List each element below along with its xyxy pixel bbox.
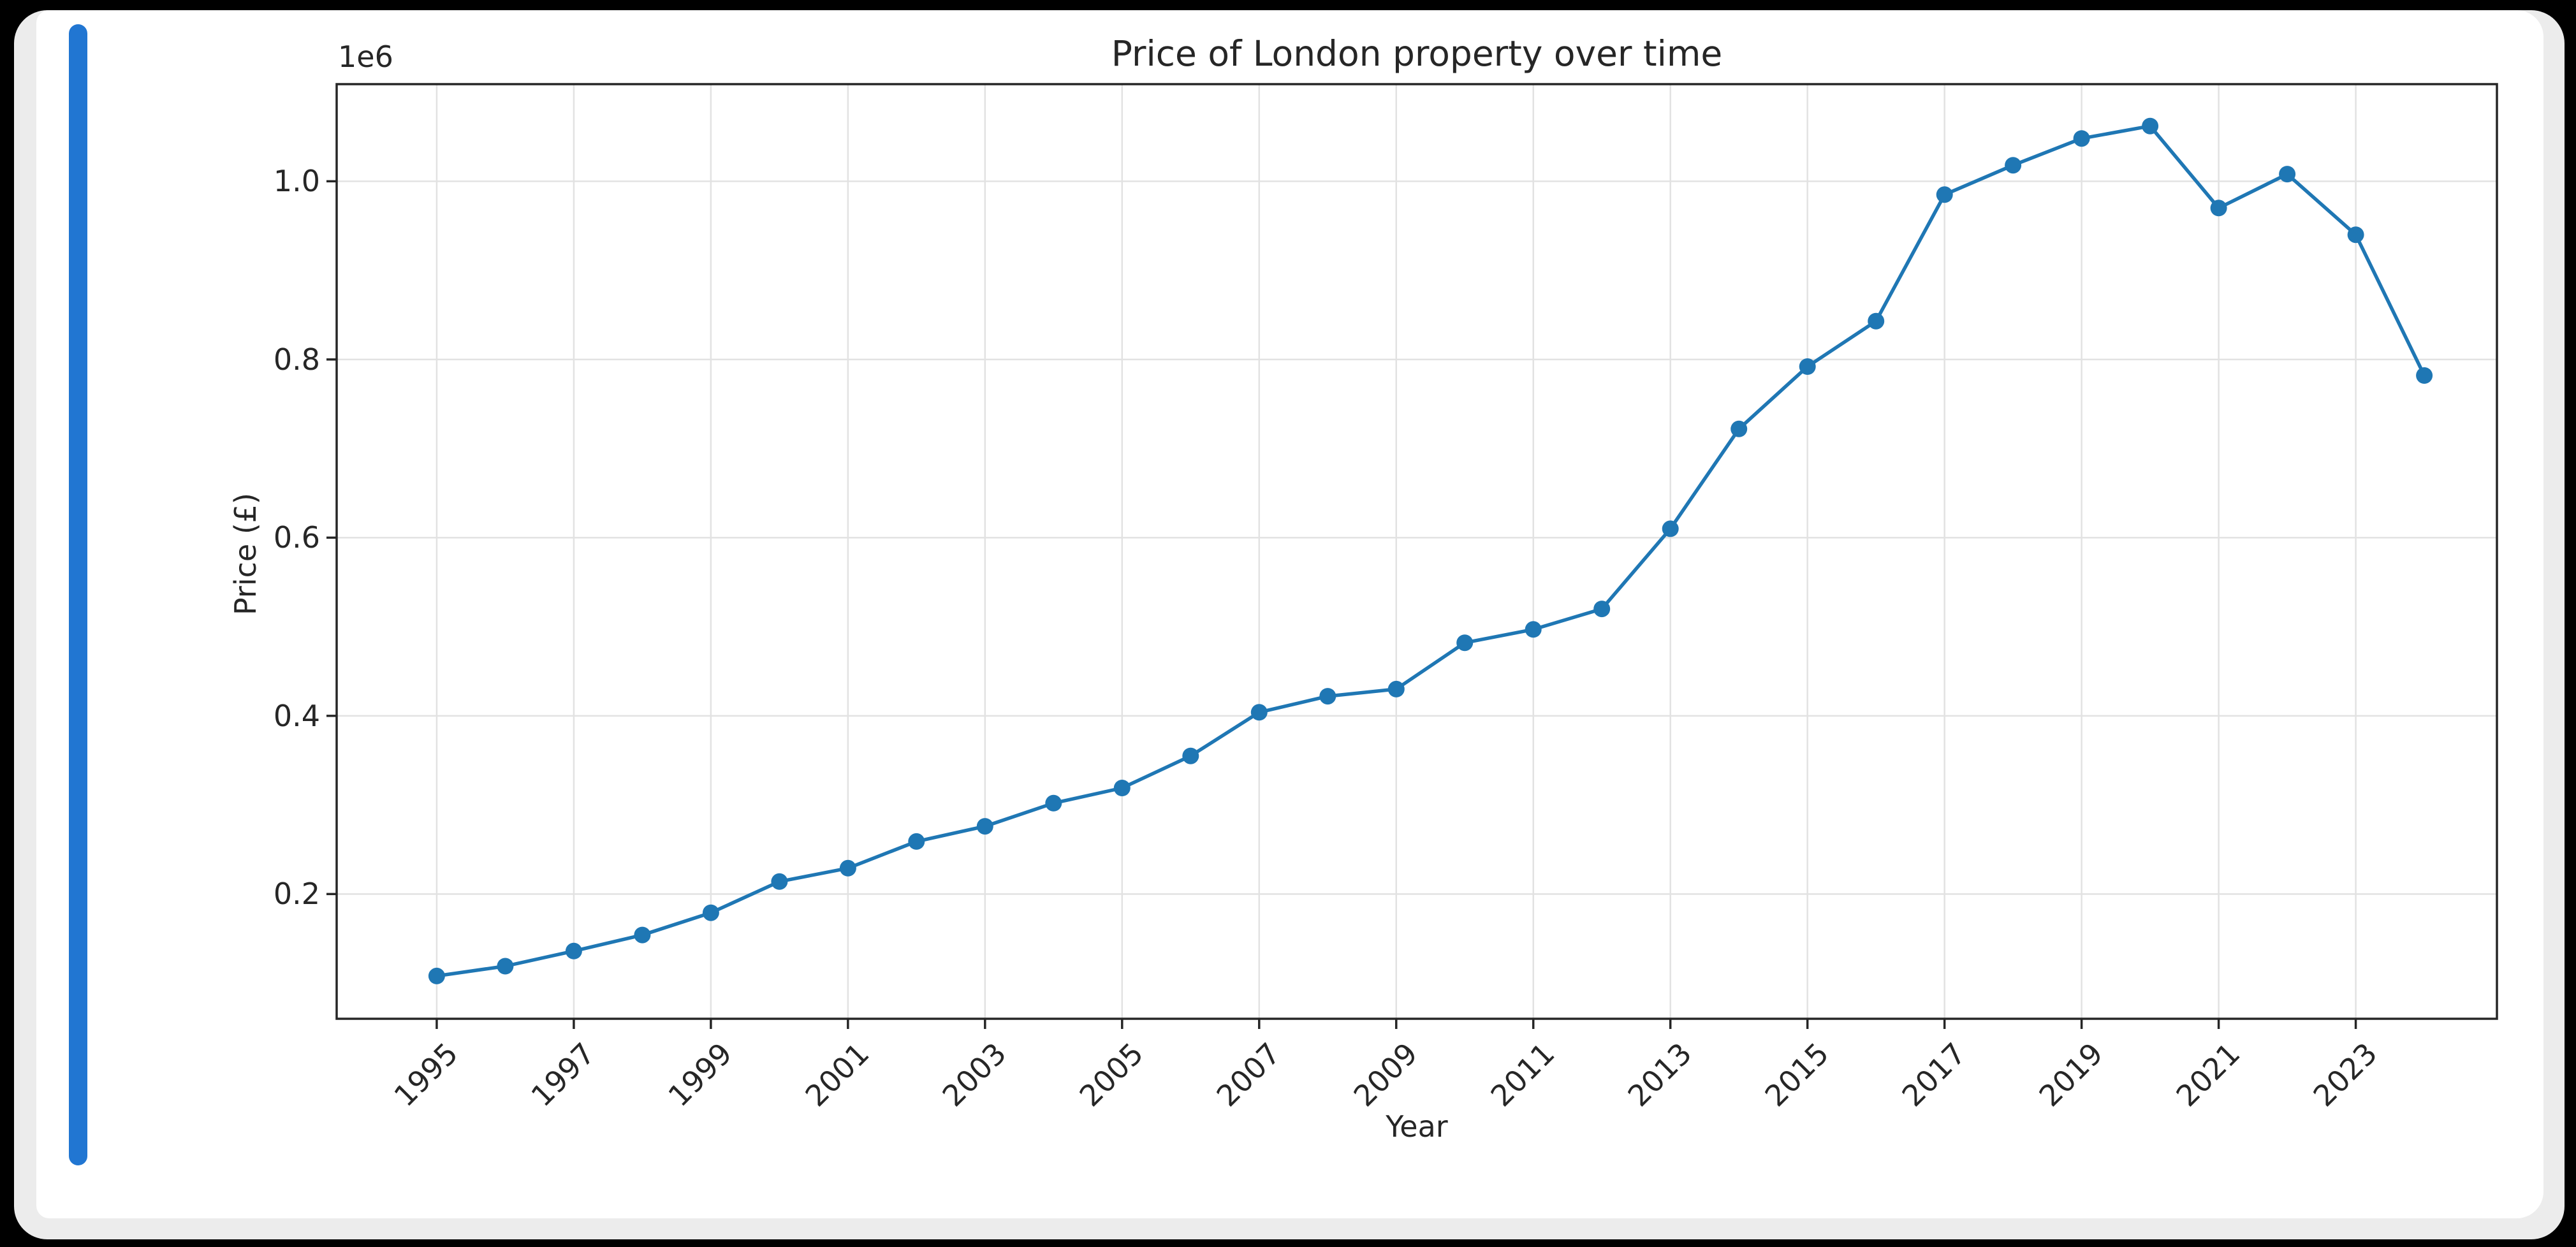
data-point [908,833,925,850]
y-axis-offset-label: 1e6 [338,40,393,74]
data-point [497,958,514,975]
data-point [1456,634,1474,652]
data-point [702,904,719,921]
data-point [2073,130,2090,147]
data-point [1936,186,1953,203]
data-point [1387,680,1405,697]
x-axis-label: Year [1386,1109,1448,1144]
data-point [1525,621,1542,638]
window-card [36,10,2543,1218]
data-point [1731,420,1748,437]
data-point [1319,688,1336,705]
data-point [1045,794,1062,812]
data-point [1868,312,1885,330]
data-point [1182,747,1199,764]
data-point [2142,117,2159,135]
y-tick-label: 0.4 [273,698,320,733]
data-point [2005,157,2022,174]
data-point [1662,520,1679,537]
chart-title: Price of London property over time [1111,33,1723,74]
data-point [1799,358,1816,375]
y-tick-label: 1.0 [273,164,320,199]
y-tick-label: 0.2 [273,877,320,912]
y-axis-label: Price (£) [228,493,263,615]
data-point [565,942,582,959]
data-point [976,818,993,835]
vertical-scrollbar-thumb[interactable] [69,24,87,1165]
data-point [1593,601,1611,618]
data-point [839,859,856,877]
axes-spines [335,83,2498,1020]
data-point [771,873,788,890]
data-point [1250,704,1268,721]
y-tick-label: 0.6 [273,520,320,555]
y-tick-label: 0.8 [273,342,320,377]
data-point [2416,367,2433,384]
data-point [634,926,651,944]
data-point [2279,166,2296,183]
data-point [2347,226,2364,244]
data-point [1113,780,1131,796]
data-point [2210,200,2227,217]
data-point [428,967,445,984]
price-line [435,124,2426,978]
